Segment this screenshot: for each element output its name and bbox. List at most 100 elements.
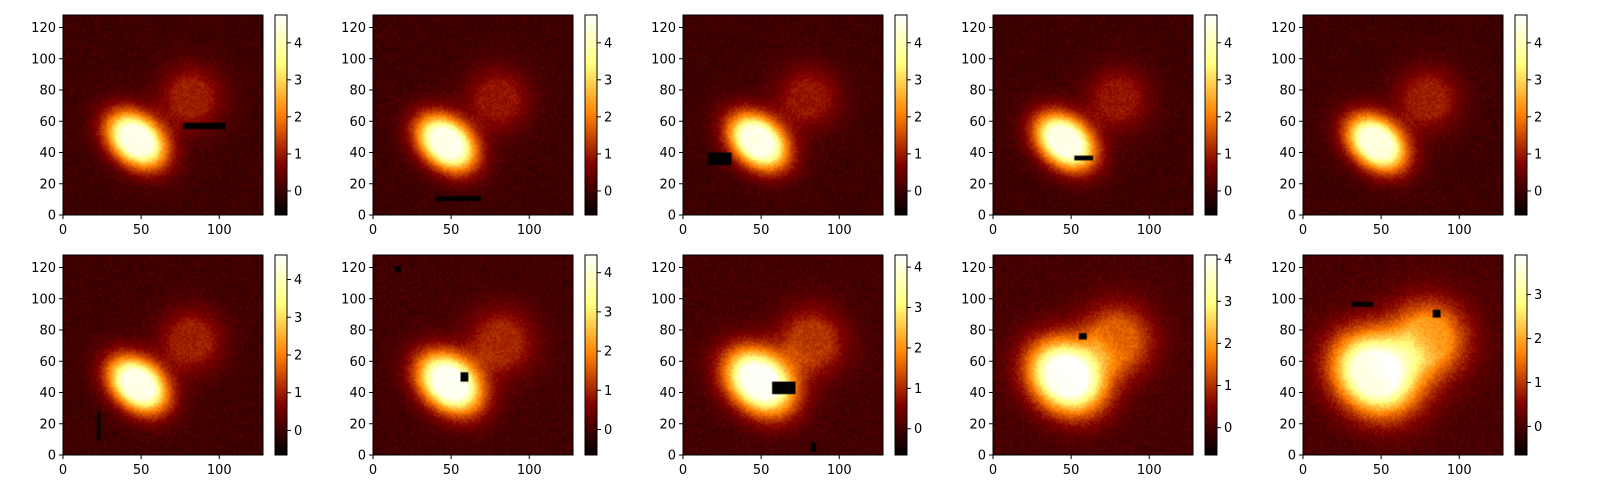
y-tick-label: 40	[969, 146, 986, 161]
y-tick-label: 120	[651, 261, 676, 276]
x-tick-label: 100	[517, 463, 542, 478]
heatmap-panel: 0 50 100 0 20 40 60 80 100 120 0 1 2 3 4	[341, 254, 612, 478]
colorbar-tick-label: 1	[1224, 147, 1232, 162]
colorbar-tick-label: 0	[914, 422, 922, 437]
colorbar-tick-label: 3	[1224, 295, 1232, 310]
colorbar	[895, 15, 907, 215]
colorbar-tick-label: 1	[294, 147, 302, 162]
heatmap-image	[1303, 255, 1503, 455]
x-tick-label: 50	[1063, 463, 1080, 478]
x-tick-label: 0	[59, 463, 67, 478]
colorbar-tick-label: 4	[604, 36, 612, 51]
colorbar-tick-label: 1	[914, 382, 922, 397]
heatmap-panel: 0 50 100 0 20 40 60 80 100 120 0 1 2 3 4	[651, 254, 922, 478]
colorbar	[275, 15, 287, 215]
y-tick-label: 60	[349, 115, 366, 130]
y-tick-label: 20	[1279, 177, 1296, 192]
y-tick-label: 0	[1288, 209, 1296, 224]
colorbar	[585, 255, 597, 455]
colorbar-tick-label: 3	[294, 73, 302, 88]
colorbar-tick-label: 1	[1534, 376, 1542, 391]
y-tick-label: 20	[969, 417, 986, 432]
y-tick-label: 120	[341, 21, 366, 36]
axes-frame	[1302, 14, 1504, 216]
y-tick-label: 0	[358, 209, 366, 224]
colorbar-tick-label: 4	[1224, 253, 1232, 268]
colorbar-tick-label: 3	[604, 305, 612, 320]
colorbar-tick-label: 2	[294, 349, 302, 364]
colorbar-tick-label: 2	[1224, 337, 1232, 352]
y-tick-label: 80	[1279, 324, 1296, 339]
heatmap-panel: 0 50 100 0 20 40 60 80 100 120 0 1 2 3 4	[31, 14, 302, 238]
x-tick-label: 0	[679, 223, 687, 238]
x-tick-label: 0	[1299, 463, 1307, 478]
colorbar	[1205, 15, 1217, 215]
y-tick-label: 20	[659, 417, 676, 432]
y-tick-label: 0	[1288, 449, 1296, 464]
colorbar-tick-label: 4	[1534, 36, 1542, 51]
y-tick-label: 60	[1279, 355, 1296, 370]
y-tick-label: 120	[31, 21, 56, 36]
heatmap-image	[683, 15, 883, 215]
colorbar-tick-label: 0	[914, 184, 922, 199]
y-tick-label: 0	[668, 449, 676, 464]
colorbar-tick-label: 2	[914, 110, 922, 125]
colorbar-tick-label: 4	[914, 261, 922, 276]
x-tick-label: 50	[443, 463, 460, 478]
colorbar-tick-label: 4	[604, 266, 612, 281]
y-tick-label: 20	[349, 417, 366, 432]
y-tick-label: 40	[659, 146, 676, 161]
colorbar-tick-label: 0	[1534, 420, 1542, 435]
colorbar-tick-label: 3	[1224, 73, 1232, 88]
y-tick-label: 120	[341, 261, 366, 276]
y-tick-label: 100	[31, 52, 56, 67]
y-tick-label: 60	[969, 355, 986, 370]
colorbar	[1515, 255, 1527, 455]
colorbar-tick-label: 1	[1534, 147, 1542, 162]
x-tick-label: 100	[827, 463, 852, 478]
x-tick-label: 50	[753, 463, 770, 478]
y-tick-label: 60	[1279, 115, 1296, 130]
colorbar-frame	[274, 14, 288, 216]
colorbar-frame	[584, 254, 598, 456]
heatmap-panel: 0 50 100 0 20 40 60 80 100 120 0 1 2 3 4	[341, 14, 612, 238]
y-tick-label: 0	[668, 209, 676, 224]
x-tick-label: 100	[1137, 223, 1162, 238]
x-tick-label: 50	[1373, 223, 1390, 238]
y-tick-label: 60	[39, 115, 56, 130]
x-tick-label: 0	[989, 223, 997, 238]
y-tick-label: 80	[39, 84, 56, 99]
x-tick-label: 0	[989, 463, 997, 478]
y-tick-label: 100	[341, 292, 366, 307]
y-tick-label: 40	[39, 386, 56, 401]
x-tick-label: 0	[1299, 223, 1307, 238]
colorbar-tick-label: 1	[604, 147, 612, 162]
colorbar-tick-label: 4	[294, 36, 302, 51]
colorbar-frame	[1514, 14, 1528, 216]
heatmap-panel: 0 50 100 0 20 40 60 80 100 120 0 1 2 3 4	[31, 254, 302, 478]
y-tick-label: 40	[349, 146, 366, 161]
colorbar-frame	[1204, 254, 1218, 456]
x-tick-label: 100	[1447, 223, 1472, 238]
y-tick-label: 40	[969, 386, 986, 401]
heatmap-image	[993, 255, 1193, 455]
axes-frame	[682, 254, 884, 456]
y-tick-label: 0	[48, 209, 56, 224]
colorbar-tick-label: 1	[604, 384, 612, 399]
y-tick-label: 100	[961, 52, 986, 67]
y-tick-label: 40	[659, 386, 676, 401]
colorbar-tick-label: 1	[294, 386, 302, 401]
colorbar-tick-label: 0	[1534, 184, 1542, 199]
heatmap-panel: 0 50 100 0 20 40 60 80 100 120 0 1 2 3 4	[961, 14, 1232, 238]
heatmap-panel: 0 50 100 0 20 40 60 80 100 120 0 1 2 3 4	[1271, 14, 1542, 238]
axes-frame	[992, 14, 1194, 216]
x-tick-label: 50	[1063, 223, 1080, 238]
colorbar-frame	[894, 14, 908, 216]
heatmap-image	[683, 255, 883, 455]
y-tick-label: 60	[659, 115, 676, 130]
heatmap-image	[993, 15, 1193, 215]
colorbar-tick-label: 3	[914, 73, 922, 88]
y-tick-label: 60	[39, 355, 56, 370]
